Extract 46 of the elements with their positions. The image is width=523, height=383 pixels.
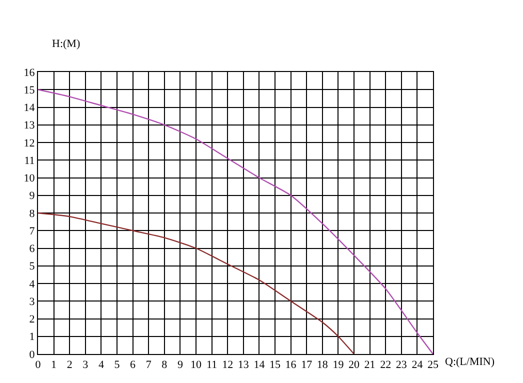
x-axis-title: Q:(L/MIN)	[445, 356, 495, 368]
x-tick-label: 2	[66, 359, 72, 372]
x-tick-label: 25	[428, 359, 439, 372]
x-tick-label: 18	[316, 359, 328, 372]
y-tick-label: 5	[29, 260, 36, 273]
x-tick-label: 11	[206, 359, 218, 372]
y-tick-label: 7	[29, 225, 36, 238]
y-tick-label: 9	[29, 190, 36, 202]
x-tick-label: 16	[285, 359, 297, 372]
x-tick-label: 20	[348, 359, 360, 372]
x-tick-label: 5	[114, 359, 120, 372]
x-tick-label: 4	[98, 359, 104, 372]
y-tick-label: 6	[29, 243, 36, 256]
y-tick-label: 10	[24, 172, 36, 185]
x-tick-label: 17	[301, 359, 313, 372]
x-tick-label: 15	[270, 359, 281, 372]
y-tick-label: 11	[24, 154, 35, 167]
y-tick-label: 14	[24, 102, 36, 114]
x-tick-label: 1	[51, 359, 57, 372]
x-tick-label: 10	[190, 359, 202, 372]
y-tick-label: 2	[29, 314, 35, 326]
y-tick-label: 1	[29, 331, 35, 344]
x-tick-label: 9	[177, 359, 184, 372]
y-axis-title: H:(M)	[52, 38, 80, 50]
x-tick-label: 19	[332, 359, 344, 372]
x-tick-label: 6	[130, 359, 136, 372]
y-tick-label: 3	[29, 296, 36, 308]
y-tick-label: 16	[24, 66, 36, 79]
y-tick-label: 13	[24, 120, 36, 132]
x-tick-label: 14	[254, 359, 266, 372]
line-series	[38, 89, 433, 354]
y-tick-label: 15	[24, 84, 36, 96]
x-tick-label: 3	[82, 359, 89, 372]
x-tick-label: 22	[380, 359, 392, 372]
y-tick-label: 12	[24, 137, 35, 150]
x-tick-label: 7	[146, 359, 152, 372]
x-tick-label: 8	[162, 359, 168, 372]
x-tick-label: 24	[412, 359, 424, 372]
y-tick-label: 0	[29, 348, 36, 361]
x-tick-label: 23	[396, 359, 408, 372]
line-series	[38, 212, 355, 354]
x-tick-label: 21	[364, 359, 376, 372]
y-tick-label: 8	[29, 208, 36, 220]
x-tick-label: 12	[222, 359, 234, 372]
x-tick-label: 13	[238, 359, 250, 372]
y-tick-label: 4	[29, 278, 36, 290]
